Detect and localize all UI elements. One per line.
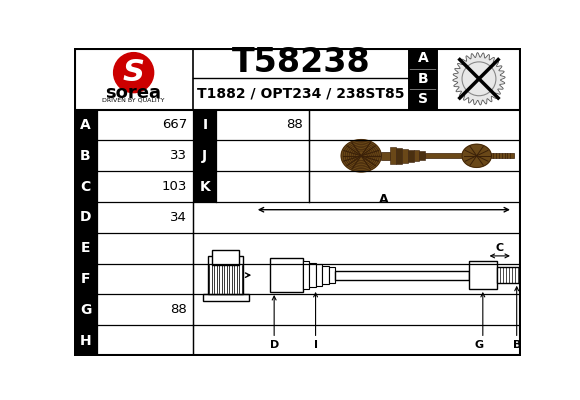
Text: H: H <box>79 334 91 348</box>
Text: D: D <box>270 340 279 350</box>
Bar <box>74 294 97 325</box>
Text: 88: 88 <box>171 303 187 316</box>
Bar <box>414 150 419 161</box>
Bar <box>469 261 496 289</box>
Bar <box>74 202 97 233</box>
Text: 88: 88 <box>286 118 303 132</box>
Text: A: A <box>418 51 429 65</box>
Bar <box>193 110 216 140</box>
Text: DRIVEN BY QUALITY: DRIVEN BY QUALITY <box>103 98 165 103</box>
Text: B: B <box>80 149 91 163</box>
Bar <box>390 147 396 164</box>
Text: G: G <box>474 340 484 350</box>
Bar <box>202 294 249 300</box>
Text: 34: 34 <box>171 211 187 224</box>
Text: J: J <box>202 149 208 163</box>
Text: B: B <box>418 72 429 86</box>
Text: E: E <box>81 241 90 255</box>
Bar <box>309 263 316 288</box>
Bar <box>193 140 216 171</box>
Text: K: K <box>200 180 210 194</box>
Text: D: D <box>80 210 91 224</box>
Text: C: C <box>81 180 90 194</box>
Bar <box>316 264 322 286</box>
Circle shape <box>114 53 154 93</box>
Bar <box>212 250 240 265</box>
Bar <box>328 268 335 283</box>
Bar <box>208 256 244 294</box>
Bar <box>491 153 514 158</box>
Bar <box>74 110 97 140</box>
Bar <box>402 149 408 163</box>
Text: I: I <box>202 118 208 132</box>
Bar <box>74 48 521 110</box>
Bar <box>408 150 414 162</box>
Text: T58238: T58238 <box>232 46 371 79</box>
Bar <box>425 153 467 158</box>
Text: 667: 667 <box>162 118 187 132</box>
Bar <box>419 151 425 160</box>
Polygon shape <box>453 53 505 105</box>
Polygon shape <box>462 144 491 167</box>
Bar <box>496 268 521 283</box>
Bar <box>396 148 402 164</box>
Text: S: S <box>418 92 428 106</box>
Text: A: A <box>80 118 91 132</box>
Bar <box>303 261 309 289</box>
Text: A: A <box>379 193 389 206</box>
Bar <box>335 270 469 280</box>
Bar <box>74 264 97 294</box>
Text: T1882 / OPT234 / 238ST85: T1882 / OPT234 / 238ST85 <box>197 86 405 100</box>
Bar <box>409 48 437 110</box>
Text: F: F <box>81 272 90 286</box>
Bar <box>193 171 216 202</box>
Bar <box>74 233 97 264</box>
Text: B: B <box>513 340 521 350</box>
Bar <box>74 140 97 171</box>
Text: S: S <box>122 58 144 87</box>
Text: sorea: sorea <box>106 84 162 102</box>
Text: I: I <box>314 340 318 350</box>
Text: 103: 103 <box>162 180 187 193</box>
Bar <box>74 325 97 356</box>
Bar <box>74 171 97 202</box>
Bar <box>270 258 303 292</box>
Polygon shape <box>341 140 381 172</box>
Text: C: C <box>496 243 504 253</box>
Bar <box>322 266 328 284</box>
Text: G: G <box>80 303 91 317</box>
Bar <box>381 152 390 160</box>
Text: 33: 33 <box>170 149 187 162</box>
